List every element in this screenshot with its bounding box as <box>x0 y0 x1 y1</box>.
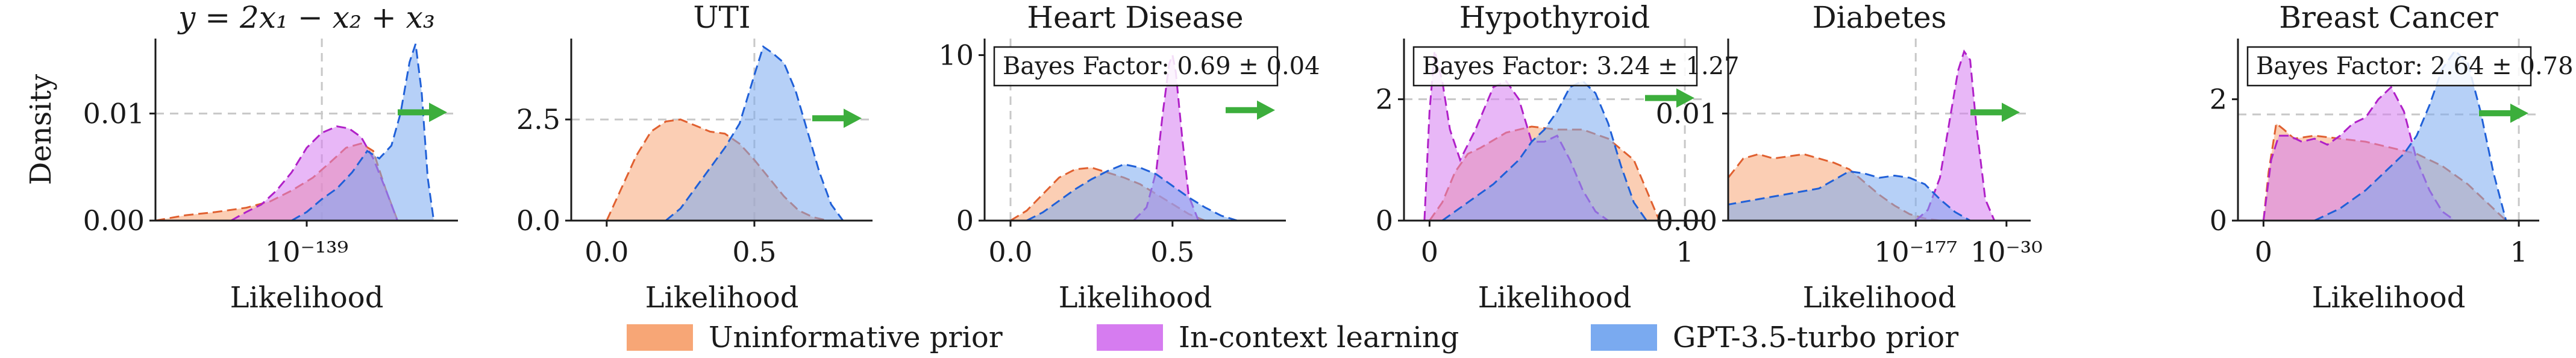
arrow-head <box>2002 102 2020 122</box>
x-tick-label: 0.5 <box>1150 236 1194 268</box>
y-tick-label: 2 <box>2210 83 2227 116</box>
x-tick-label: 0.0 <box>584 236 628 268</box>
x-axis-label: Likelihood <box>2312 281 2466 315</box>
y-tick-label: 2.5 <box>516 103 560 136</box>
x-axis-label: Likelihood <box>1059 281 1212 315</box>
legend-label-in-context-learning: In-context learning <box>1179 321 1459 354</box>
density-area-gpt-3-5-turbo-prior <box>1439 80 1649 222</box>
panel-title: Breast Cancer <box>2279 0 2498 35</box>
panel-title: Diabetes <box>1813 0 1947 35</box>
legend-swatch-uninformative-prior <box>627 324 693 351</box>
arrow-head <box>2510 103 2528 123</box>
y-tick-label: 0 <box>2210 204 2227 237</box>
x-axis-label: Likelihood <box>230 281 384 315</box>
x-tick-label: 0.5 <box>732 236 776 268</box>
arrow-head <box>1676 88 1694 108</box>
panel-5: 0.00 0.01 10⁻¹⁷⁷ 10⁻³⁰ Diabetes Likelihood <box>1656 0 2043 315</box>
y-tick-label: 10 <box>938 39 974 71</box>
panel-4: 0 2 0 1 Hypothyroid Likelihood Bayes Factor: 3… <box>1376 0 1740 315</box>
x-tick-label: 10⁻¹³⁹ <box>265 236 348 268</box>
y-tick-label: 0.0 <box>516 204 560 237</box>
density-area-gpt-3-5-turbo-prior <box>663 45 845 222</box>
density-area-gpt-3-5-turbo-prior <box>1727 170 1974 222</box>
y-tick-label: 0.00 <box>1656 204 1717 237</box>
y-axis-label: Density <box>24 74 58 185</box>
y-tick-label: 0 <box>1376 204 1393 237</box>
panel-title: Heart Disease <box>1027 0 1243 35</box>
legend-swatch-gpt-3-5-turbo-prior <box>1591 324 1657 351</box>
panel-2: 0.0 2.5 0.0 0.5 UTI Likelihood <box>516 0 873 315</box>
legend-swatch-in-context-learning <box>1097 324 1163 351</box>
bayes-factor-label: Bayes Factor: 0.69 ± 0.04 <box>1003 52 1320 80</box>
legend-label-uninformative-prior: Uninformative prior <box>709 321 1003 354</box>
x-tick-label: 1 <box>1676 236 1693 268</box>
panel-6: 0 2 0 1 Breast Cancer Likelihood Bayes Factor:… <box>2210 0 2574 315</box>
arrow-head <box>429 102 447 122</box>
x-tick-label: 0.0 <box>988 236 1032 268</box>
bayes-factor-box <box>2246 46 2532 87</box>
x-axis-label: Likelihood <box>1478 281 1632 315</box>
bayes-factor-label: Bayes Factor: 2.64 ± 0.78 <box>2256 52 2574 80</box>
x-tick-label: 0 <box>1421 236 1438 268</box>
x-axis-label: Likelihood <box>1803 281 1957 315</box>
panel-title: Hypothyroid <box>1459 0 1650 35</box>
bayes-factor-label: Bayes Factor: 3.24 ± 1.27 <box>1422 52 1740 80</box>
x-tick-label: 10⁻³⁰ <box>1970 236 2043 268</box>
y-tick-label: 0.01 <box>1656 97 1717 130</box>
y-tick-label: 2 <box>1376 83 1393 116</box>
panel-title: UTI <box>693 0 750 35</box>
panel-1: 0.00 0.01 10⁻¹³⁹ y = 2x₁ − x₂ + x₃ Likelihoo… <box>24 0 458 315</box>
x-tick-label: 0 <box>2255 236 2272 268</box>
density-area-in-context-learning <box>1913 49 1996 222</box>
y-tick-label: 0.01 <box>83 97 145 130</box>
y-tick-label: 0.00 <box>83 204 145 237</box>
legend-label-gpt-3-5-turbo-prior: GPT-3.5-turbo prior <box>1673 321 1958 354</box>
arrow-head <box>844 108 862 128</box>
density-area-gpt-3-5-turbo-prior <box>288 43 435 222</box>
x-tick-label: 1 <box>2510 236 2527 268</box>
x-tick-label: 10⁻¹⁷⁷ <box>1874 236 1957 268</box>
density-area-gpt-3-5-turbo-prior <box>1026 163 1238 222</box>
panel-3: 0 10 0.0 0.5 Heart Disease Likelihood Bayes Fa… <box>938 0 1320 315</box>
y-tick-label: 0 <box>956 204 974 237</box>
bayes-factor-box <box>1412 46 1698 87</box>
density-area-gpt-3-5-turbo-prior <box>2314 49 2507 222</box>
panel-title: y = 2x₁ − x₂ + x₃ <box>177 0 435 35</box>
x-axis-label: Likelihood <box>645 281 799 315</box>
bayes-factor-box <box>993 46 1279 87</box>
arrow-head <box>1257 100 1275 120</box>
